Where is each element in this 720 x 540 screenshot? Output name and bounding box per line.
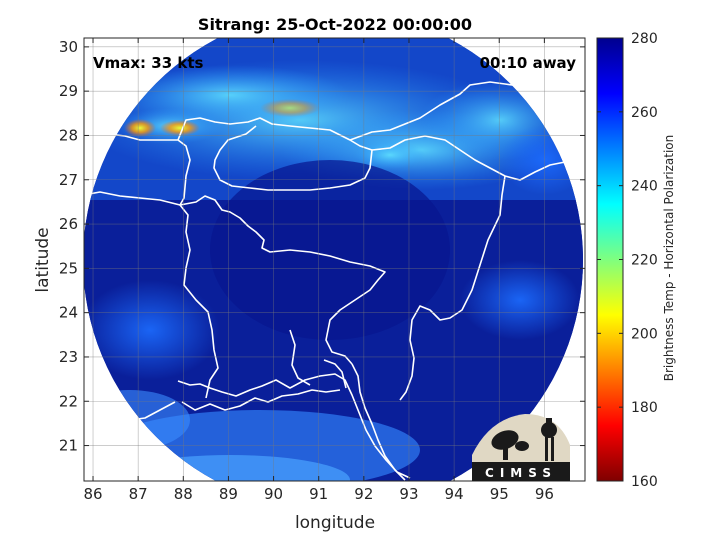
- y-tick-label: 28: [59, 126, 78, 144]
- colorbar-tick-label: 180: [631, 400, 658, 416]
- colorbar-tick-label: 200: [631, 326, 658, 342]
- logo-text: CIMSS: [485, 466, 557, 480]
- y-tick-label: 21: [59, 437, 78, 455]
- x-tick-label: 88: [174, 485, 193, 503]
- colorbar: 160 180 200 220 240 260 280 Brightness Temp - …: [596, 31, 676, 490]
- x-tick-label: 87: [129, 485, 148, 503]
- grid: [84, 38, 585, 481]
- chart-title: Sitrang: 25-Oct-2022 00:00:00: [198, 15, 472, 34]
- colorbar-tick-label: 260: [631, 105, 658, 121]
- x-tick-label: 95: [490, 485, 509, 503]
- y-tick-label: 26: [59, 215, 78, 233]
- y-tick-label: 23: [59, 348, 78, 366]
- x-tick-label: 93: [399, 485, 418, 503]
- x-tick-label: 91: [309, 485, 328, 503]
- y-axis: 21 22 23 24 25 26 27 28 29 30: [59, 38, 585, 455]
- x-tick-label: 96: [535, 485, 554, 503]
- x-tick-label: 90: [264, 485, 283, 503]
- colorbar-label: Brightness Temp - Horizontal Polarizatio…: [662, 135, 676, 382]
- cimss-logo: CIMSS: [472, 414, 570, 481]
- y-tick-label: 30: [59, 38, 78, 56]
- y-axis-label: latitude: [33, 227, 53, 292]
- axes-box: [83, 37, 586, 482]
- vmax-annotation: Vmax: 33 kts: [93, 54, 203, 72]
- x-tick-label: 86: [83, 485, 102, 503]
- x-axis-label: longitude: [295, 513, 375, 533]
- water-tower-icon: [541, 422, 557, 438]
- logo-banner: [472, 462, 570, 481]
- colorbar-gradient: [596, 37, 624, 482]
- y-tick-label: 27: [59, 171, 78, 189]
- time-away-annotation: 00:10 away: [480, 54, 577, 72]
- colorbar-tick-label: 240: [631, 179, 658, 195]
- radar-dish-icon: [491, 430, 519, 450]
- y-tick-label: 24: [59, 304, 78, 322]
- colorbar-tick-label: 220: [631, 253, 658, 269]
- y-tick-label: 29: [59, 82, 78, 100]
- x-tick-label: 89: [219, 485, 238, 503]
- x-tick-label: 92: [354, 485, 373, 503]
- plot-area: 86 87 88 89 90 91 92 93 94 95 96 21222324252627282…: [59, 37, 586, 503]
- x-tick-label: 94: [445, 485, 464, 503]
- x-axis: 86 87 88 89 90 91 92 93 94 95 96: [83, 38, 554, 503]
- dish-icon: [515, 441, 529, 451]
- colorbar-tick-label: 280: [631, 31, 658, 47]
- y-tick-label: 25: [59, 259, 78, 277]
- y-tick-label: 22: [59, 392, 78, 410]
- colorbar-tick-label: 160: [631, 474, 658, 490]
- colorbar-ticks: 160 180 200 220 240 260 280: [597, 31, 658, 490]
